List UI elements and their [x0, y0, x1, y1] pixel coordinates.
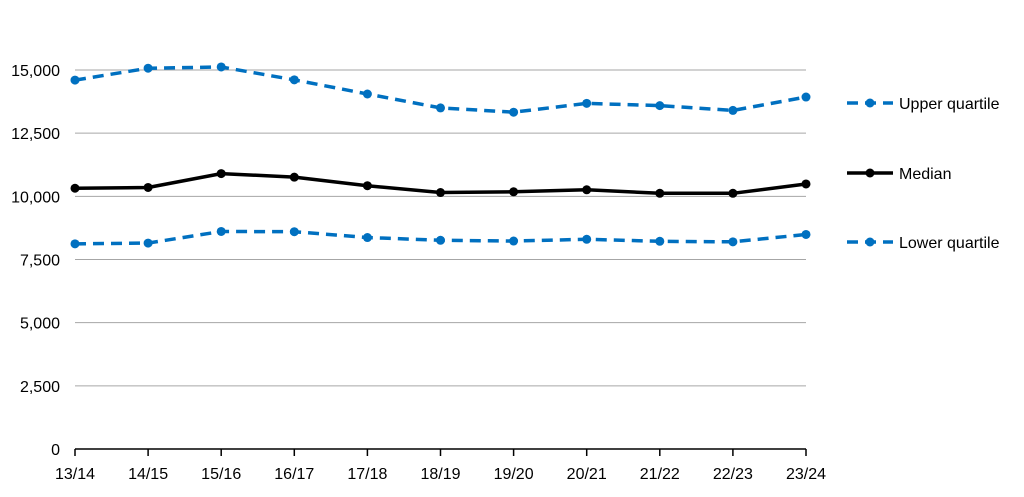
- legend-label: Median: [899, 166, 951, 183]
- median-point: [143, 182, 153, 192]
- y-tick-label: 7,500: [20, 253, 60, 270]
- x-tick-label: 18/19: [420, 466, 460, 483]
- lower-quartile-point: [655, 236, 665, 246]
- y-tick-label: 0: [51, 442, 60, 459]
- upper-quartile-point: [362, 89, 372, 99]
- median-point: [801, 179, 811, 189]
- legend-marker: [865, 168, 875, 178]
- lower-quartile-point: [70, 239, 80, 249]
- x-tick-label: 13/14: [55, 466, 95, 483]
- median-point: [728, 188, 738, 198]
- legend-label: Upper quartile: [899, 96, 1000, 113]
- legend: Upper quartile Median Lower quartile: [847, 96, 1000, 252]
- upper-quartile-point: [436, 103, 445, 113]
- median-point: [216, 169, 226, 179]
- series-lines: [70, 62, 811, 249]
- y-tick-label: 5,000: [20, 316, 60, 333]
- lower-quartile-point: [582, 234, 592, 244]
- upper-quartile-point: [216, 62, 226, 72]
- gridlines: [75, 69, 806, 387]
- y-tick-label: 12,500: [11, 126, 60, 143]
- lower-quartile-point: [289, 227, 299, 237]
- median-point: [436, 188, 445, 198]
- lower-quartile-point: [436, 235, 445, 245]
- x-tick-label: 17/18: [347, 466, 387, 483]
- x-tick-label: 19/20: [494, 466, 534, 483]
- upper-quartile-point: [582, 98, 592, 108]
- x-tick-label: 21/22: [640, 466, 680, 483]
- legend-marker: [865, 98, 875, 108]
- lower-quartile-point: [509, 236, 519, 246]
- legend-item-lower-quartile: Lower quartile: [847, 235, 1000, 252]
- legend-marker: [865, 237, 875, 247]
- median-point: [362, 181, 372, 191]
- median-point: [509, 187, 519, 197]
- y-tick-label: 15,000: [11, 63, 60, 80]
- legend-label: Lower quartile: [899, 235, 1000, 252]
- lower-quartile-point: [728, 237, 738, 247]
- x-tick-label: 23/24: [786, 466, 826, 483]
- x-tick-label: 16/17: [274, 466, 314, 483]
- upper-quartile-point: [143, 63, 153, 73]
- x-tick-label: 20/21: [567, 466, 607, 483]
- median-point: [582, 185, 592, 195]
- median-point: [289, 172, 299, 182]
- median-point: [655, 188, 665, 198]
- y-tick-label: 2,500: [20, 379, 60, 396]
- legend-item-median: Median: [847, 166, 951, 183]
- x-tick-label: 14/15: [128, 466, 168, 483]
- x-tick-label: 15/16: [201, 466, 241, 483]
- lower-quartile-point: [143, 238, 153, 248]
- lower-quartile-point: [362, 233, 372, 243]
- upper-quartile-point: [289, 75, 299, 85]
- lower-quartile-point: [801, 229, 811, 239]
- upper-quartile-point: [801, 92, 811, 102]
- legend-item-upper-quartile: Upper quartile: [847, 96, 1000, 113]
- lower-quartile-point: [216, 226, 226, 236]
- y-tick-label: 10,000: [11, 189, 60, 206]
- upper-quartile-point: [655, 101, 665, 111]
- upper-quartile-point: [70, 75, 80, 85]
- upper-quartile-point: [728, 105, 738, 115]
- upper-quartile-point: [509, 107, 519, 117]
- median-point: [70, 183, 80, 193]
- x-tick-label: 22/23: [713, 466, 753, 483]
- axes: 0 2,500 5,000 7,500 10,000 12,500 15,000 13/14 1…: [11, 63, 826, 483]
